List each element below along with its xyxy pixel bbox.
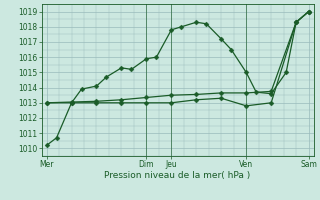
X-axis label: Pression niveau de la mer( hPa ): Pression niveau de la mer( hPa )	[104, 171, 251, 180]
